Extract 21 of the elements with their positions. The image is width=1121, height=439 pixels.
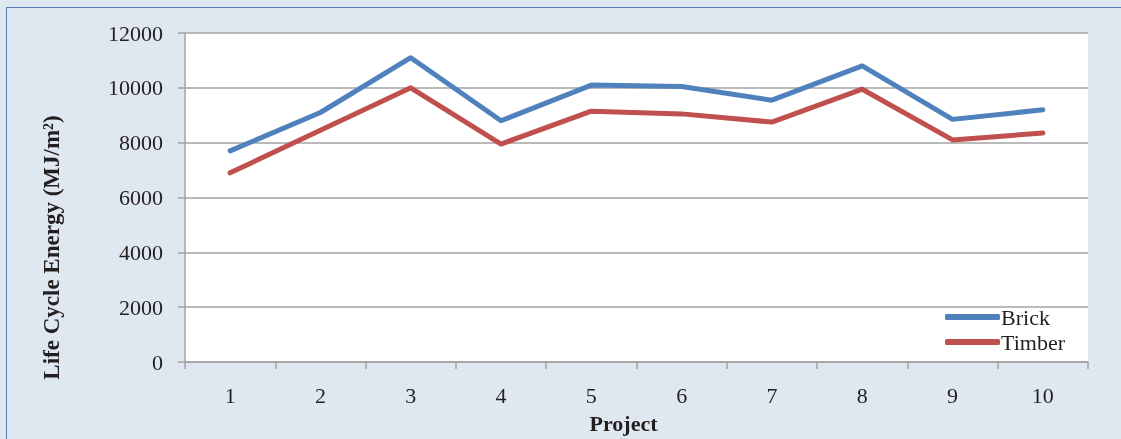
- x-axis-title: Project: [589, 410, 659, 436]
- y-tick-label: 2000: [119, 294, 163, 320]
- legend-label: Timber: [1001, 329, 1066, 355]
- y-axis-title: Life Cycle Energy (MJ/m²): [39, 115, 64, 380]
- x-tick-label: 5: [585, 382, 597, 408]
- x-tick-label: 8: [856, 382, 868, 408]
- x-tick-label: 10: [1031, 382, 1054, 408]
- x-tick-label: 6: [676, 382, 688, 408]
- x-tick-label: 4: [495, 382, 507, 408]
- y-tick-label: 8000: [119, 130, 163, 156]
- x-tick-label: 3: [405, 382, 417, 408]
- y-tick-label: 10000: [108, 75, 163, 101]
- x-tick-label: 2: [314, 382, 326, 408]
- legend-label: Brick: [1001, 304, 1050, 330]
- y-tick-label: 4000: [119, 239, 163, 265]
- x-tick-label: 7: [766, 382, 778, 408]
- y-tick-label: 12000: [108, 20, 163, 46]
- x-tick-label: 9: [947, 382, 959, 408]
- x-tick-label: 1: [224, 382, 236, 408]
- y-tick-label: 0: [152, 349, 163, 375]
- y-tick-label: 6000: [119, 185, 163, 210]
